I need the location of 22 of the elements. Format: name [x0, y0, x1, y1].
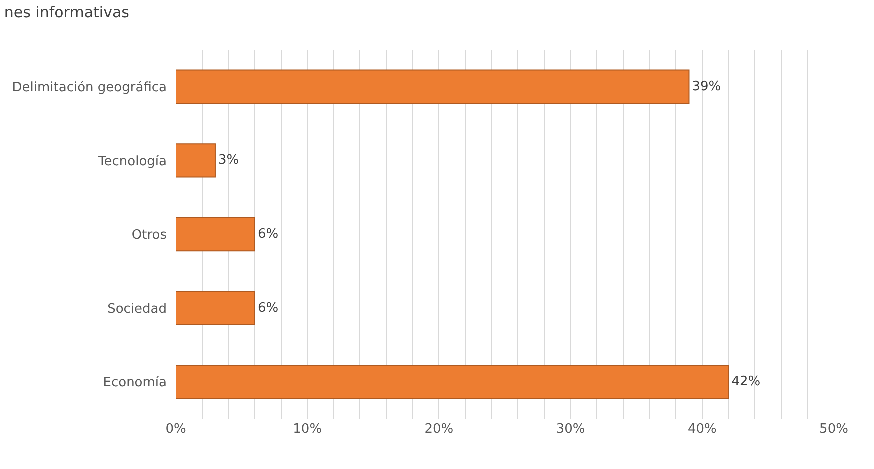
x-tick-label: 30%	[556, 422, 586, 437]
data-label: 39%	[692, 79, 722, 94]
data-label: 6%	[258, 227, 279, 242]
bar	[176, 364, 730, 400]
data-label: 3%	[218, 153, 240, 168]
bar	[176, 291, 256, 326]
bar	[176, 217, 256, 252]
y-tick-label: Delimitación geográfica	[12, 80, 167, 96]
x-tick-label: 20%	[424, 422, 454, 437]
data-label: 42%	[732, 374, 761, 390]
bar	[176, 144, 216, 178]
data-label: 6%	[258, 300, 279, 316]
y-tick-label: Economía	[103, 376, 167, 391]
x-tick-label: 50%	[820, 422, 848, 437]
bar	[176, 70, 690, 104]
x-tick-label: 40%	[688, 422, 717, 437]
y-tick-label: Tecnología	[98, 154, 167, 170]
y-tick-label: Sociedad	[108, 302, 167, 317]
x-tick-label: 0%	[166, 422, 186, 437]
chart-title: nes informativas	[4, 4, 130, 22]
x-tick-label: 10%	[293, 422, 322, 437]
y-tick-label: Otros	[132, 228, 168, 244]
